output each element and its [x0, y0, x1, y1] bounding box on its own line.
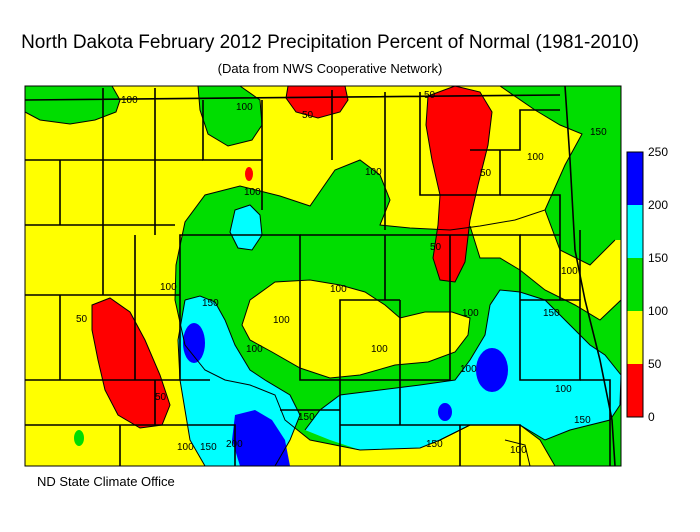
legend-colorbar [626, 151, 644, 418]
legend-tick: 200 [648, 198, 669, 212]
contour-label: 150 [590, 127, 607, 138]
contour-label: 100 [160, 282, 177, 293]
legend-bin-100-150 [627, 258, 643, 311]
contour-label: 150 [426, 439, 443, 450]
legend-bin-50-100 [627, 311, 643, 364]
zone-100-150-islet-b [406, 268, 416, 284]
zone-100-150-northwest [25, 86, 120, 124]
contour-label: 100 [510, 445, 527, 456]
contour-label: 100 [462, 308, 479, 319]
county-boundaries [25, 86, 616, 466]
contour-label: 100 [527, 152, 544, 163]
contour-label: 100 [460, 364, 477, 375]
legend-tick: 250 [648, 145, 669, 159]
legend-tick: 50 [648, 357, 662, 371]
contour-label: 100 [121, 95, 138, 106]
contour-label: 100 [244, 187, 261, 198]
contour-label: 50 [430, 242, 442, 253]
zone-200-250-d [232, 410, 290, 466]
contour-label: 100 [236, 102, 253, 113]
contour-label: 50 [424, 90, 436, 101]
contour-label: 100 [273, 315, 290, 326]
footer-credit: ND State Climate Office [37, 474, 175, 489]
contour-label: 100 [330, 284, 347, 295]
zone-0-50-small [245, 167, 253, 181]
contour-label: 50 [302, 110, 314, 121]
map-title: North Dakota February 2012 Precipitation… [21, 32, 639, 53]
contour-label: 100 [365, 167, 382, 178]
zone-0-50-southwest [92, 298, 170, 428]
legend-tick: 150 [648, 251, 669, 265]
contour-label: 200 [226, 439, 243, 450]
zone-100-150-north [198, 86, 262, 146]
zone-200-250-a [183, 323, 205, 363]
contour-label: 150 [298, 412, 315, 423]
contour-label: 100 [371, 344, 388, 355]
zone-0-50-northeast [426, 86, 492, 282]
contour-label: 150 [202, 298, 219, 309]
zone-200-250-b [476, 348, 508, 392]
legend-tick: 100 [648, 304, 669, 318]
legend-bin-150-200 [627, 205, 643, 258]
contour-label: 100 [561, 266, 578, 277]
legend-bin-0-50 [627, 364, 643, 417]
contour-label: 150 [200, 442, 217, 453]
zone-100-150-islet-a [74, 430, 84, 446]
legend-bin-200-250 [627, 152, 643, 205]
map-frame [24, 85, 622, 467]
contour-label: 50 [76, 314, 88, 325]
zone-200-250-c [438, 403, 452, 421]
contour-label: 100 [555, 384, 572, 395]
contour-label: 100 [246, 344, 263, 355]
contour-label: 100 [177, 442, 194, 453]
contour-labels: 100 100 50 50 150 100 100 50 100 100 100… [76, 90, 607, 456]
zone-50-100-central [242, 280, 470, 378]
contour-label: 150 [574, 415, 591, 426]
zone-150-200-center [230, 205, 262, 250]
map-subtitle: (Data from NWS Cooperative Network) [217, 61, 443, 76]
contour-label: 50 [155, 392, 167, 403]
contour-label: 150 [543, 308, 560, 319]
contour-label: 50 [480, 168, 492, 179]
zone-50-100-southeast [500, 440, 530, 466]
legend-tick: 0 [648, 410, 655, 424]
